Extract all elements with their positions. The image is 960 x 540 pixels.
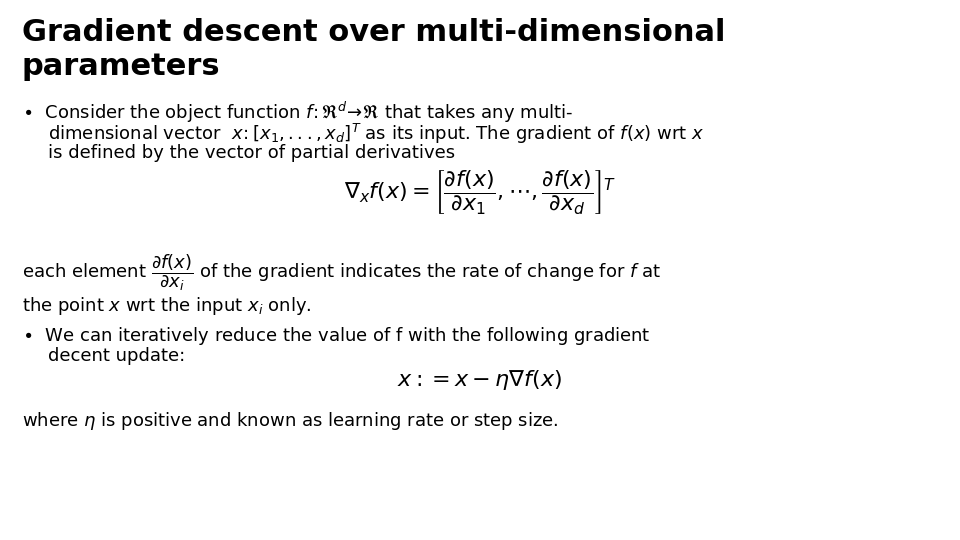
Text: $\bullet$  We can iteratively reduce the value of f with the following gradient: $\bullet$ We can iteratively reduce the … xyxy=(22,325,651,347)
Text: parameters: parameters xyxy=(22,52,221,81)
Text: $\bullet$  Consider the object function $f\!: \mathfrak{R}^d \!\rightarrow\! \ma: $\bullet$ Consider the object function $… xyxy=(22,100,573,125)
Text: Gradient descent over multi-dimensional: Gradient descent over multi-dimensional xyxy=(22,18,726,47)
Text: $x := x - \eta\nabla f(x)$: $x := x - \eta\nabla f(x)$ xyxy=(397,368,563,392)
Text: where $\eta$ is positive and known as learning rate or step size.: where $\eta$ is positive and known as le… xyxy=(22,410,559,432)
Text: dimensional vector  $x\!:[x_1,...,x_d]^T$ as its input. The gradient of $f(x)$ w: dimensional vector $x\!:[x_1,...,x_d]^T$… xyxy=(48,122,705,146)
Text: each element $\dfrac{\partial f(x)}{\partial x_i}$ of the gradient indicates the: each element $\dfrac{\partial f(x)}{\par… xyxy=(22,252,661,293)
Text: the point $x$ wrt the input $x_i$ only.: the point $x$ wrt the input $x_i$ only. xyxy=(22,295,312,317)
Text: is defined by the vector of partial derivatives: is defined by the vector of partial deri… xyxy=(48,144,455,162)
Text: decent update:: decent update: xyxy=(48,347,185,365)
Text: $\nabla_x f(x) = \left[\dfrac{\partial f(x)}{\partial x_1}, \cdots, \dfrac{\part: $\nabla_x f(x) = \left[\dfrac{\partial f… xyxy=(344,168,616,217)
